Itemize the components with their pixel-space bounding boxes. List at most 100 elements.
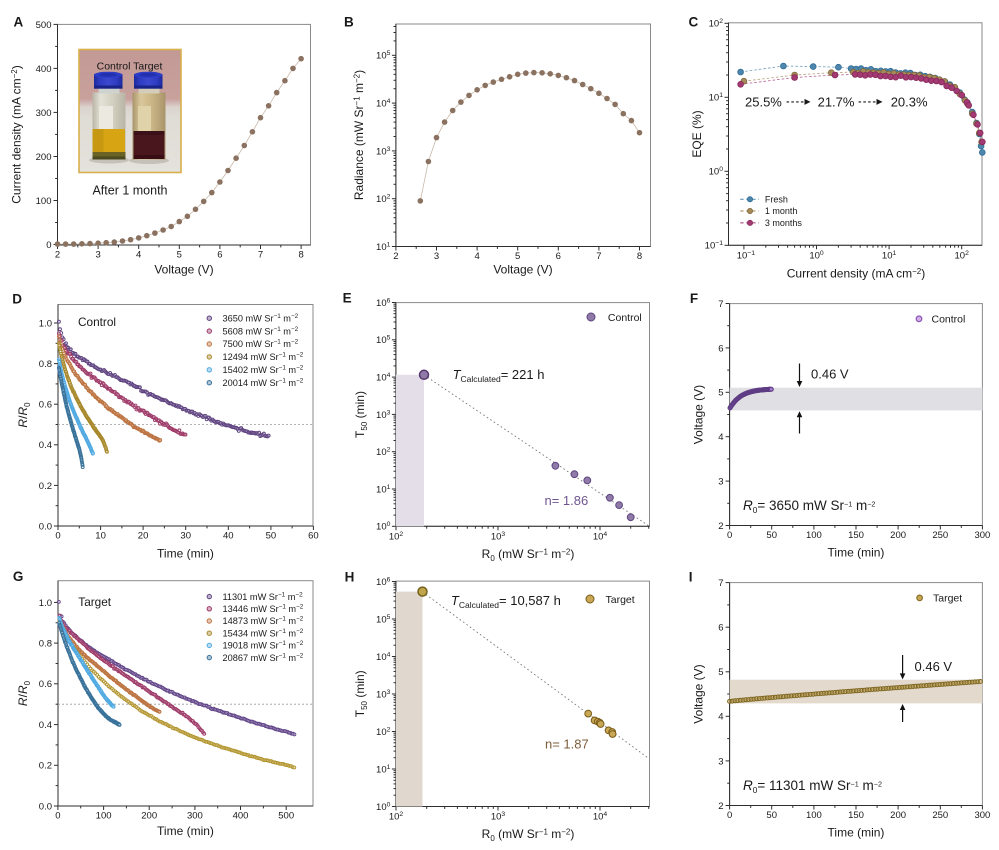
svg-text:104​: 104​: [376, 651, 391, 663]
svg-text:100: 100: [36, 196, 52, 207]
svg-text:106​: 106​: [376, 576, 391, 588]
svg-text:R0​ (mW Sr−1​ m−2​): R0​ (mW Sr−1​ m−2​): [482, 827, 575, 843]
svg-text:101​: 101​: [376, 764, 391, 776]
svg-text:2: 2: [718, 521, 723, 532]
svg-text:40: 40: [223, 531, 234, 542]
svg-text:3 months: 3 months: [765, 218, 803, 228]
svg-text:103​: 103​: [376, 409, 391, 421]
svg-text:14873 mW Sr−1​ m−2​: 14873 mW Sr−1​ m−2​: [223, 616, 304, 627]
svg-text:5: 5: [515, 251, 520, 262]
svg-text:101​: 101​: [376, 241, 391, 253]
svg-text:60: 60: [308, 531, 319, 542]
svg-text:250: 250: [932, 530, 948, 541]
svg-text:0.6: 0.6: [39, 400, 52, 411]
svg-text:8: 8: [637, 251, 642, 262]
svg-text:30: 30: [180, 531, 191, 542]
svg-text:100: 100: [96, 811, 112, 822]
svg-text:11301 mW Sr−1​ m−2​: 11301 mW Sr−1​ m−2​: [223, 591, 304, 602]
svg-text:500: 500: [36, 20, 52, 31]
svg-text:20014 mW Sr−1​ m−2​: 20014 mW Sr−1​ m−2​: [223, 377, 304, 388]
svg-text:20: 20: [138, 531, 149, 542]
svg-text:103​: 103​: [376, 146, 391, 158]
svg-text:After 1 month: After 1 month: [92, 184, 167, 198]
svg-text:Control: Control: [608, 312, 642, 324]
svg-text:10−1​: 10−1​: [737, 250, 756, 262]
svg-text:20.3%: 20.3%: [891, 95, 928, 110]
svg-text:100: 100: [806, 530, 822, 541]
svg-text:300: 300: [36, 108, 52, 119]
svg-text:20867 mW Sr−1​ m−2​: 20867 mW Sr−1​ m−2​: [223, 652, 304, 663]
svg-text:R/R0​: R/R0​: [16, 680, 32, 706]
svg-text:Control: Control: [78, 315, 116, 329]
svg-text:10: 10: [95, 531, 106, 542]
svg-text:105​: 105​: [376, 335, 391, 347]
svg-text:H: H: [345, 570, 355, 585]
svg-text:6: 6: [718, 343, 723, 354]
svg-text:3: 3: [434, 251, 439, 262]
svg-text:6: 6: [556, 251, 561, 262]
svg-text:0.0: 0.0: [39, 521, 52, 532]
svg-text:6: 6: [718, 623, 723, 634]
svg-text:Fresh: Fresh: [765, 194, 788, 204]
svg-text:12494 mW Sr−1​ m−2​: 12494 mW Sr−1​ m−2​: [223, 352, 304, 363]
svg-text:6: 6: [217, 250, 222, 261]
svg-text:104​: 104​: [593, 531, 608, 543]
svg-text:100​: 100​: [376, 521, 391, 533]
svg-text:C: C: [689, 15, 699, 30]
svg-text:100​: 100​: [709, 166, 724, 178]
svg-text:0.8: 0.8: [39, 359, 52, 370]
svg-text:15434 mW Sr−1​ m−2​: 15434 mW Sr−1​ m−2​: [223, 628, 304, 639]
svg-text:100​: 100​: [376, 801, 391, 813]
svg-text:101​: 101​: [882, 250, 897, 262]
svg-text:0: 0: [727, 530, 732, 541]
svg-text:0.8: 0.8: [39, 639, 52, 650]
svg-text:Time (min): Time (min): [828, 546, 885, 560]
svg-text:7500 mW Sr−1​ m−2​: 7500 mW Sr−1​ m−2​: [223, 339, 299, 350]
svg-text:300: 300: [974, 810, 990, 821]
svg-text:0: 0: [46, 240, 51, 251]
svg-text:R/R0​: R/R0​: [16, 402, 32, 428]
svg-text:200: 200: [890, 530, 906, 541]
svg-text:103​: 103​: [491, 811, 506, 823]
svg-text:500: 500: [278, 811, 294, 822]
svg-text:5608 mW Sr−1​ m−2​: 5608 mW Sr−1​ m−2​: [223, 326, 299, 337]
svg-text:101​: 101​: [376, 484, 391, 496]
svg-text:200: 200: [890, 810, 906, 821]
svg-text:0.0: 0.0: [39, 801, 52, 812]
svg-text:25.5%: 25.5%: [745, 95, 782, 110]
svg-text:3650 mW Sr−1​ m−2​: 3650 mW Sr−1​ m−2​: [223, 313, 299, 324]
svg-text:106​: 106​: [376, 297, 391, 309]
svg-text:3: 3: [95, 250, 100, 261]
svg-text:Target: Target: [606, 594, 635, 606]
svg-text:102​: 102​: [389, 811, 404, 823]
svg-text:400: 400: [233, 811, 249, 822]
svg-text:100: 100: [806, 810, 822, 821]
svg-text:10−1​: 10−1​: [705, 240, 724, 252]
svg-text:7: 7: [596, 251, 601, 262]
svg-text:1 month: 1 month: [765, 206, 798, 216]
svg-text:100​: 100​: [809, 250, 824, 262]
svg-text:R0​= 3650 mW Sr−1​ m−2​: R0​= 3650 mW Sr−1​ m−2​: [743, 498, 875, 515]
svg-text:200: 200: [36, 152, 52, 163]
svg-text:4: 4: [718, 712, 723, 723]
svg-text:Voltage (V): Voltage (V): [692, 385, 706, 444]
svg-text:50: 50: [266, 531, 277, 542]
svg-text:102​: 102​: [376, 194, 391, 206]
svg-text:Control: Control: [932, 314, 966, 326]
svg-text:Control Target: Control Target: [97, 61, 163, 73]
svg-text:101​: 101​: [709, 92, 724, 104]
svg-text:TCalculated​= 221 h: TCalculated​= 221 h: [453, 367, 545, 384]
svg-text:Time (min): Time (min): [157, 824, 214, 838]
svg-text:7: 7: [718, 578, 723, 589]
svg-text:104​: 104​: [593, 811, 608, 823]
svg-text:0.4: 0.4: [39, 720, 52, 731]
svg-text:21.7%: 21.7%: [818, 95, 855, 110]
svg-text:5: 5: [718, 667, 723, 678]
svg-text:4: 4: [474, 251, 479, 262]
svg-text:Time (min): Time (min): [828, 826, 885, 840]
svg-text:300: 300: [974, 530, 990, 541]
svg-text:102​: 102​: [709, 18, 724, 30]
svg-text:T50​ (min): T50​ (min): [353, 670, 369, 717]
svg-text:A: A: [14, 15, 24, 30]
svg-text:0.2: 0.2: [39, 481, 52, 492]
